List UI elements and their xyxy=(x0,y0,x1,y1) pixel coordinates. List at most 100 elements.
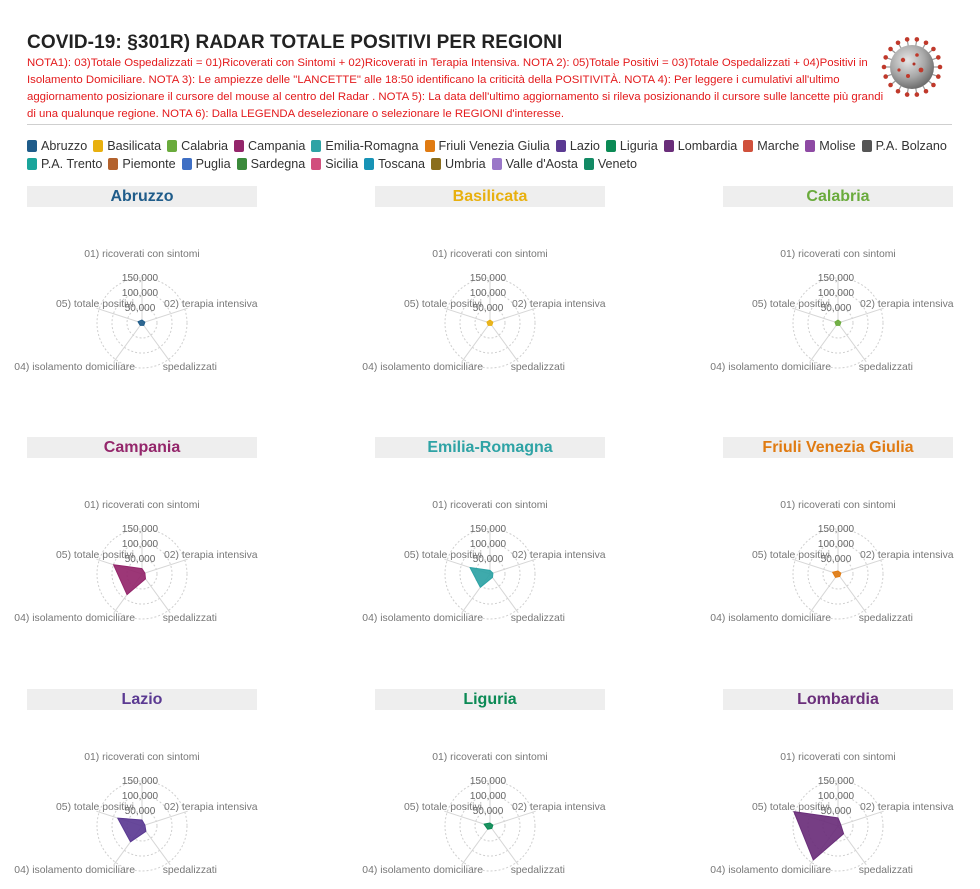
legend-label: Abruzzo xyxy=(41,139,88,153)
legend-item[interactable]: Calabria xyxy=(167,138,228,154)
legend-label: P.A. Bolzano xyxy=(875,139,947,153)
legend-item[interactable]: Puglia xyxy=(181,156,231,172)
radar-axis-label: 05) totale positivi xyxy=(404,299,482,310)
radar-spoke xyxy=(489,322,519,363)
radar-spoke xyxy=(461,322,491,363)
radar-chart[interactable]: 150,000 100,000 50,000 01) ricoverati con s… xyxy=(14,186,257,386)
radar-axis-label: 02) terapia intensiva xyxy=(860,299,954,310)
legend-swatch xyxy=(236,158,247,170)
legend-swatch xyxy=(234,140,245,152)
radar-series-shape[interactable] xyxy=(137,319,146,326)
legend-item[interactable]: Abruzzo xyxy=(27,138,87,154)
radar-spoke xyxy=(809,322,839,363)
legend-swatch xyxy=(364,158,375,170)
radar-spoke xyxy=(792,558,839,575)
radar-spoke xyxy=(792,307,839,324)
radar-spoke xyxy=(141,558,188,575)
legend-item[interactable]: Friuli Venezia Giulia xyxy=(424,138,550,154)
radar-series-shape[interactable] xyxy=(117,817,147,843)
radar-grid-ring xyxy=(126,307,158,339)
legend-item[interactable]: Sicilia xyxy=(311,156,358,172)
radar-series-shape[interactable] xyxy=(832,570,842,578)
radar-axis-label: spedalizzati xyxy=(163,362,217,373)
radar-axis-label: 04) isolamento domiciliare xyxy=(362,613,483,624)
legend-label: Molise xyxy=(819,139,856,153)
legend-swatch xyxy=(743,140,754,152)
coronavirus-icon xyxy=(881,37,943,97)
radial-tick-label: 150,000 xyxy=(122,776,159,787)
radar-axis-label: 02) terapia intensiva xyxy=(164,802,258,813)
radar-chart[interactable]: 150,000 100,000 50,000 01) ricoverati con s… xyxy=(362,186,605,386)
legend-item[interactable]: Veneto xyxy=(583,156,637,172)
radar-spoke xyxy=(837,322,867,363)
legend-swatch xyxy=(93,140,104,152)
radar-spoke xyxy=(489,825,519,866)
radar-chart[interactable]: 150,000 100,000 50,000 01) ricoverati con s… xyxy=(710,689,953,889)
radar-spoke xyxy=(141,322,171,363)
legend-swatch xyxy=(27,158,37,170)
radar-chart[interactable]: 150,000 100,000 50,000 01) ricoverati con s… xyxy=(362,689,605,889)
legend-swatch xyxy=(311,140,322,152)
radar-grid-ring xyxy=(822,307,854,339)
legend-swatch xyxy=(663,140,674,152)
radar-axis-label: 02) terapia intensiva xyxy=(164,550,258,561)
radar-grid-ring xyxy=(96,277,188,369)
radar-axis-label: spedalizzati xyxy=(511,362,565,373)
legend-swatch xyxy=(181,158,192,170)
legend-item[interactable]: Molise xyxy=(805,138,856,154)
radar-series-shape[interactable] xyxy=(469,567,494,588)
radar-axis-label: 02) terapia intensiva xyxy=(860,550,954,561)
legend-item[interactable]: Lazio xyxy=(555,138,600,154)
radar-spoke xyxy=(141,573,171,614)
legend-label: Sardegna xyxy=(250,157,306,171)
radial-tick-label: 100,000 xyxy=(122,539,159,550)
legend-swatch xyxy=(167,140,178,152)
legend-item[interactable]: Sardegna xyxy=(236,156,306,172)
chart-legend: Abruzzo Basilicata Calabria Campania Emilia-… xyxy=(27,138,957,174)
radar-axis-label: 01) ricoverati con sintomi xyxy=(780,500,896,511)
panel-title: Friuli Venezia Giulia xyxy=(723,437,953,458)
radar-chart[interactable]: 150,000 100,000 50,000 01) ricoverati con s… xyxy=(14,689,258,889)
legend-item[interactable]: Umbria xyxy=(431,156,486,172)
legend-item[interactable]: Marche xyxy=(743,138,799,154)
radar-spoke xyxy=(489,307,536,324)
radar-grid-ring xyxy=(444,277,536,369)
radar-axis-label: 01) ricoverati con sintomi xyxy=(432,752,548,763)
legend-item[interactable]: Piemonte xyxy=(108,156,176,172)
legend-item[interactable]: Toscana xyxy=(364,156,425,172)
radar-axis-label: spedalizzati xyxy=(163,613,217,624)
legend-item[interactable]: P.A. Bolzano xyxy=(861,138,947,154)
legend-item[interactable]: Lombardia xyxy=(663,138,737,154)
radar-series-shape[interactable] xyxy=(486,319,494,326)
legend-label: Sicilia xyxy=(325,157,359,171)
radar-axis-label: spedalizzati xyxy=(511,865,565,876)
radial-tick-label: 100,000 xyxy=(122,288,159,299)
radar-axis-label: 05) totale positivi xyxy=(752,299,830,310)
radar-axis-label: 05) totale positivi xyxy=(56,299,134,310)
legend-item[interactable]: Emilia-Romagna xyxy=(311,138,419,154)
radial-tick-label: 50,000 xyxy=(125,303,156,314)
legend-item[interactable]: Basilicata xyxy=(93,138,161,154)
radar-chart[interactable]: 150,000 100,000 50,000 01) ricoverati con s… xyxy=(710,186,954,386)
radar-chart[interactable]: 150,000 100,000 50,000 01) ricoverati con s… xyxy=(710,437,954,637)
legend-item[interactable]: Valle d'Aosta xyxy=(491,156,578,172)
legend-item[interactable]: Liguria xyxy=(605,138,658,154)
radar-axis-label: spedalizzati xyxy=(859,865,913,876)
radar-chart[interactable]: 150,000 100,000 50,000 01) ricoverati con s… xyxy=(14,437,258,637)
legend-swatch xyxy=(431,158,442,170)
radial-tick-label: 150,000 xyxy=(818,524,855,535)
radar-grid-ring xyxy=(444,528,536,620)
radar-chart[interactable]: 150,000 100,000 50,000 01) ricoverati con s… xyxy=(362,437,605,637)
radial-tick-label: 50,000 xyxy=(125,806,156,817)
radar-spoke xyxy=(489,810,536,827)
radial-tick-label: 150,000 xyxy=(470,776,507,787)
legend-item[interactable]: Campania xyxy=(234,138,305,154)
radar-axis-label: 04) isolamento domiciliare xyxy=(710,865,831,876)
radar-series-shape[interactable] xyxy=(834,319,842,326)
radar-series-shape[interactable] xyxy=(483,822,494,830)
panel-title: Lombardia xyxy=(723,689,953,710)
radar-series-shape[interactable] xyxy=(793,811,845,861)
legend-swatch xyxy=(861,140,872,152)
legend-item[interactable]: P.A. Trento xyxy=(27,156,102,172)
radar-series-shape[interactable] xyxy=(113,564,146,596)
